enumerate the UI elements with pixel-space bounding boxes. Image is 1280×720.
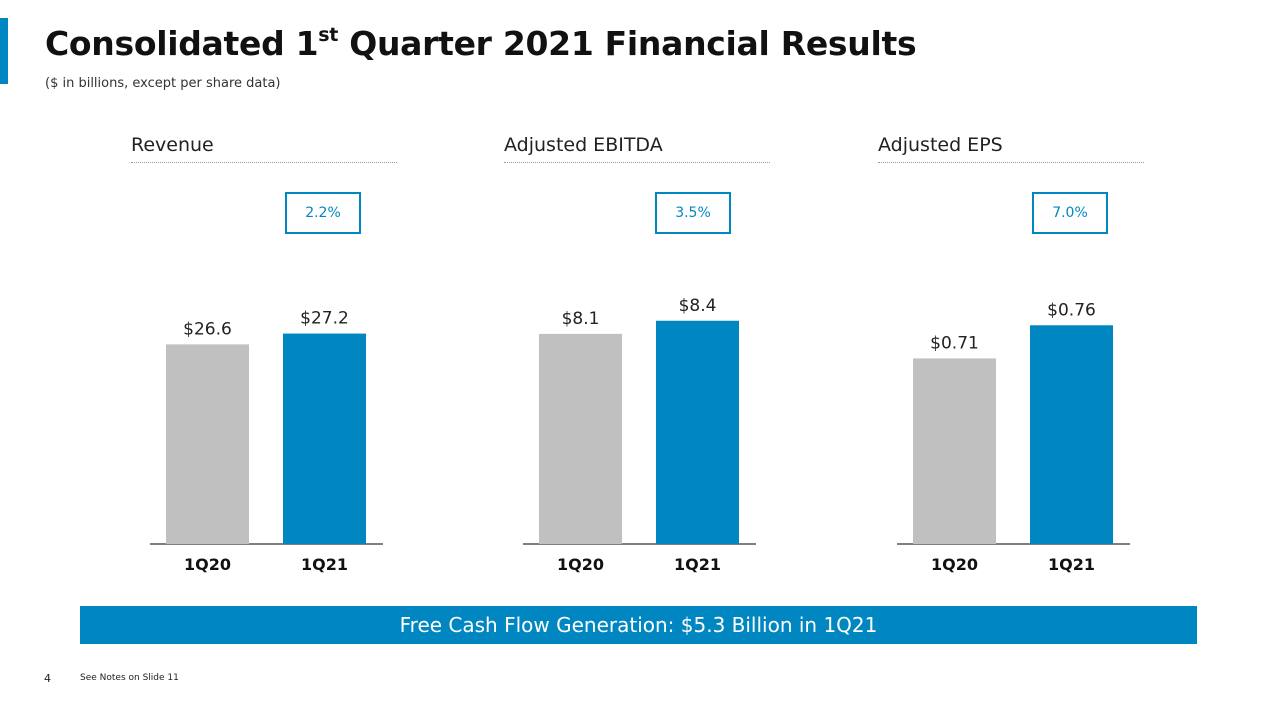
ebitda-value-label-1q20: $8.1 — [562, 309, 600, 329]
revenue-chart: $26.6 1Q20 $27.2 1Q21 — [150, 309, 383, 574]
ebitda-panel: Adjusted EBITDA 3.5% $8.1 1Q20 $8.4 1Q21 — [504, 130, 770, 580]
ebitda-tick-label-1q20: 1Q20 — [557, 555, 604, 574]
revenue-panel-title: Revenue — [131, 134, 214, 156]
revenue-growth-badge: 2.2% — [285, 192, 361, 234]
ebitda-panel-divider — [504, 162, 770, 163]
page-subtitle: ($ in billions, except per share data) — [45, 76, 281, 91]
revenue-bar-1q21 — [283, 333, 366, 544]
eps-chart: $0.71 1Q20 $0.76 1Q21 — [897, 300, 1130, 574]
footnote-link-text: See Notes on Slide 11 — [80, 673, 179, 683]
ebitda-value-label-1q21: $8.4 — [679, 296, 717, 316]
eps-growth-badge: 7.0% — [1032, 192, 1108, 234]
revenue-bar-1q20 — [166, 344, 249, 544]
revenue-tick-label-1q20: 1Q20 — [184, 555, 231, 574]
eps-tick-label-1q20: 1Q20 — [931, 555, 978, 574]
ebitda-bar-1q21 — [656, 320, 739, 544]
revenue-tick-label-1q21: 1Q21 — [301, 555, 348, 574]
page-number: 4 — [44, 672, 51, 685]
revenue-panel-divider — [131, 162, 397, 163]
eps-bar-1q20 — [913, 358, 996, 544]
free-cash-flow-banner: Free Cash Flow Generation: $5.3 Billion … — [80, 606, 1197, 644]
revenue-value-label-1q21: $27.2 — [300, 309, 349, 329]
ebitda-growth-badge: 3.5% — [655, 192, 731, 234]
eps-bar-1q21 — [1030, 325, 1113, 544]
ebitda-tick-label-1q21: 1Q21 — [674, 555, 721, 574]
accent-bar — [0, 18, 8, 84]
eps-value-label-1q21: $0.76 — [1047, 300, 1096, 320]
revenue-value-label-1q20: $26.6 — [183, 319, 232, 339]
eps-panel-title: Adjusted EPS — [878, 134, 1003, 156]
revenue-panel: Revenue 2.2% $26.6 1Q20 $27.2 1Q21 — [131, 130, 397, 580]
eps-value-label-1q20: $0.71 — [930, 333, 979, 353]
ebitda-panel-title: Adjusted EBITDA — [504, 134, 663, 156]
ebitda-bar-1q20 — [539, 333, 622, 544]
page-title: Consolidated 1st Quarter 2021 Financial … — [45, 24, 917, 63]
eps-panel-divider — [878, 162, 1144, 163]
ebitda-chart: $8.1 1Q20 $8.4 1Q21 — [523, 296, 756, 574]
eps-panel: Adjusted EPS 7.0% $0.71 1Q20 $0.76 1Q21 — [878, 130, 1144, 580]
eps-tick-label-1q21: 1Q21 — [1048, 555, 1095, 574]
